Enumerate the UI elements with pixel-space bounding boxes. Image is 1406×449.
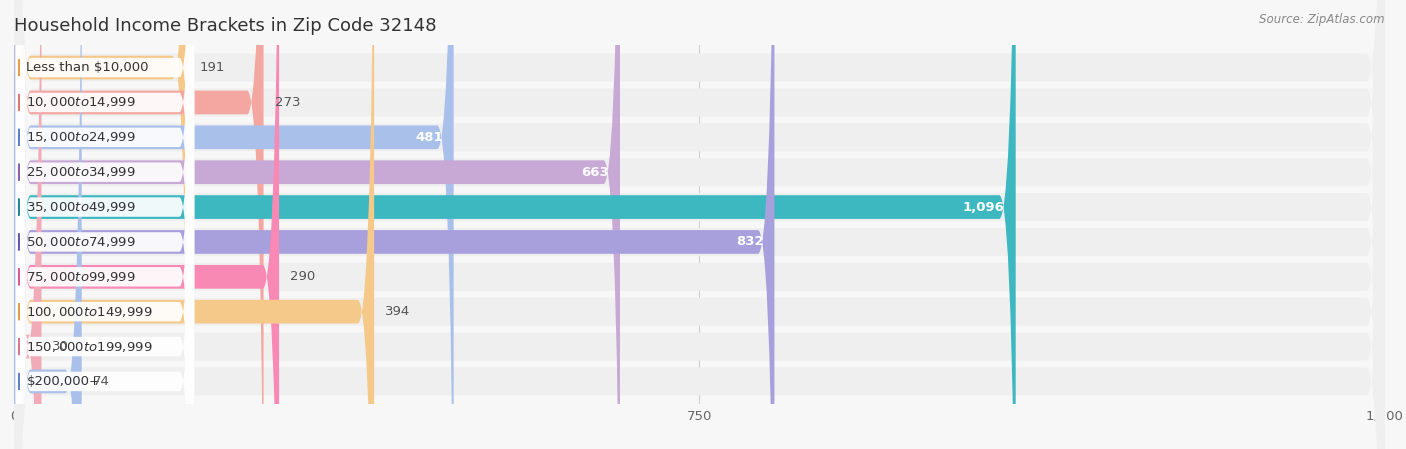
Text: 663: 663 [581, 166, 609, 179]
FancyBboxPatch shape [14, 0, 42, 449]
Text: 74: 74 [93, 375, 110, 388]
FancyBboxPatch shape [14, 0, 1385, 449]
FancyBboxPatch shape [14, 0, 374, 449]
Text: $75,000 to $99,999: $75,000 to $99,999 [27, 270, 136, 284]
Text: Source: ZipAtlas.com: Source: ZipAtlas.com [1260, 13, 1385, 26]
FancyBboxPatch shape [14, 0, 1385, 449]
FancyBboxPatch shape [14, 0, 82, 449]
FancyBboxPatch shape [15, 0, 194, 449]
Text: $10,000 to $14,999: $10,000 to $14,999 [27, 96, 136, 110]
Text: Household Income Brackets in Zip Code 32148: Household Income Brackets in Zip Code 32… [14, 17, 436, 35]
FancyBboxPatch shape [14, 0, 775, 449]
Text: $150,000 to $199,999: $150,000 to $199,999 [27, 339, 153, 353]
FancyBboxPatch shape [14, 0, 1385, 449]
Text: 290: 290 [290, 270, 315, 283]
Text: 30: 30 [52, 340, 69, 353]
FancyBboxPatch shape [15, 0, 194, 449]
FancyBboxPatch shape [15, 0, 194, 449]
FancyBboxPatch shape [15, 0, 194, 449]
Text: 273: 273 [274, 96, 299, 109]
Text: 481: 481 [415, 131, 443, 144]
Text: $35,000 to $49,999: $35,000 to $49,999 [27, 200, 136, 214]
FancyBboxPatch shape [14, 0, 1385, 449]
FancyBboxPatch shape [14, 0, 1385, 449]
FancyBboxPatch shape [14, 0, 454, 449]
FancyBboxPatch shape [14, 0, 1385, 449]
FancyBboxPatch shape [14, 0, 1385, 449]
FancyBboxPatch shape [15, 0, 194, 449]
FancyBboxPatch shape [14, 0, 620, 449]
FancyBboxPatch shape [14, 0, 278, 449]
Text: $25,000 to $34,999: $25,000 to $34,999 [27, 165, 136, 179]
Text: 394: 394 [385, 305, 411, 318]
FancyBboxPatch shape [14, 0, 188, 449]
Text: $50,000 to $74,999: $50,000 to $74,999 [27, 235, 136, 249]
Text: 1,096: 1,096 [963, 201, 1005, 214]
FancyBboxPatch shape [15, 0, 194, 449]
FancyBboxPatch shape [15, 0, 194, 449]
FancyBboxPatch shape [14, 0, 1015, 449]
Text: Less than $10,000: Less than $10,000 [27, 61, 149, 74]
FancyBboxPatch shape [15, 0, 194, 449]
Text: 191: 191 [200, 61, 225, 74]
FancyBboxPatch shape [15, 0, 194, 449]
FancyBboxPatch shape [15, 0, 194, 449]
Text: $15,000 to $24,999: $15,000 to $24,999 [27, 130, 136, 144]
FancyBboxPatch shape [14, 0, 263, 449]
FancyBboxPatch shape [14, 0, 1385, 449]
Text: $100,000 to $149,999: $100,000 to $149,999 [27, 305, 153, 319]
Text: 832: 832 [735, 235, 763, 248]
Text: $200,000+: $200,000+ [27, 375, 100, 388]
FancyBboxPatch shape [14, 0, 1385, 449]
FancyBboxPatch shape [14, 0, 1385, 449]
